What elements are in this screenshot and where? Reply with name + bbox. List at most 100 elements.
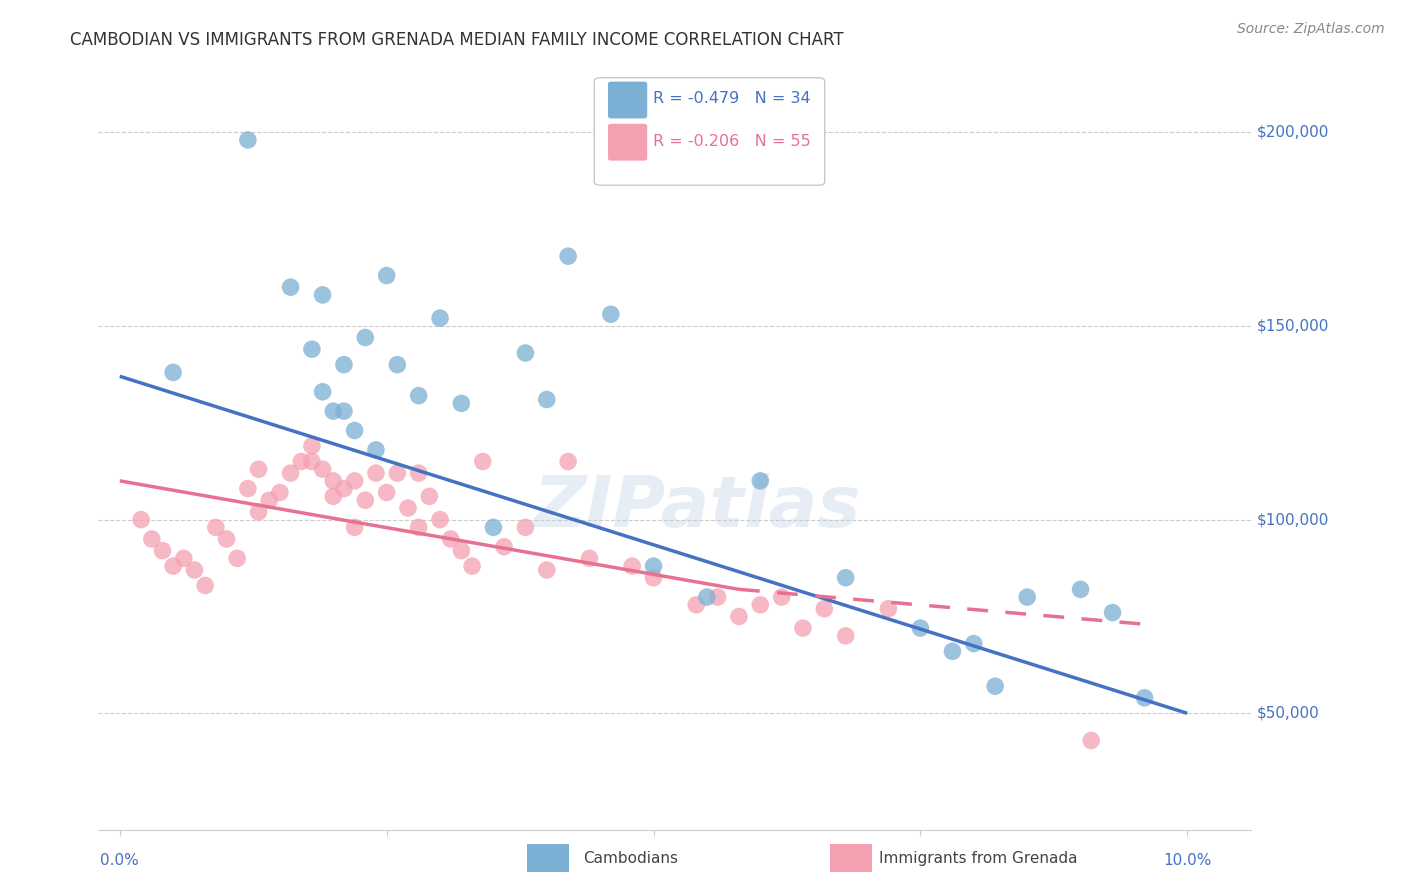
Point	[236, 482, 259, 496]
Text: $200,000: $200,000	[1257, 125, 1329, 140]
Point	[247, 462, 270, 476]
Point	[236, 133, 259, 147]
Point	[696, 590, 718, 604]
Point	[1133, 690, 1156, 705]
Point	[269, 485, 291, 500]
Point	[792, 621, 814, 635]
Point	[578, 551, 600, 566]
Text: R = -0.479   N = 34: R = -0.479 N = 34	[652, 91, 811, 106]
Point	[1017, 590, 1039, 604]
Point	[643, 571, 665, 585]
Point	[226, 551, 249, 566]
Text: $150,000: $150,000	[1257, 318, 1329, 334]
Point	[311, 288, 333, 302]
Point	[557, 249, 579, 263]
Point	[375, 268, 398, 283]
Point	[557, 454, 579, 468]
FancyBboxPatch shape	[607, 81, 647, 119]
Point	[375, 485, 398, 500]
Point	[749, 598, 772, 612]
Point	[749, 474, 772, 488]
Point	[1101, 606, 1123, 620]
Point	[364, 466, 387, 480]
Point	[494, 540, 516, 554]
Point	[728, 609, 751, 624]
Point	[333, 482, 356, 496]
Point	[834, 629, 856, 643]
Point	[173, 551, 195, 566]
Point	[515, 346, 537, 360]
Point	[910, 621, 932, 635]
Point	[354, 493, 377, 508]
Point	[354, 330, 377, 344]
Text: 0.0%: 0.0%	[100, 853, 139, 868]
Text: R = -0.206   N = 55: R = -0.206 N = 55	[652, 134, 811, 149]
Point	[408, 389, 430, 403]
Point	[877, 601, 900, 615]
Point	[280, 280, 302, 294]
Point	[429, 311, 451, 326]
Text: Cambodians: Cambodians	[583, 851, 679, 865]
Text: $50,000: $50,000	[1257, 706, 1319, 721]
Point	[343, 474, 366, 488]
Point	[333, 358, 356, 372]
Point	[152, 543, 174, 558]
Point	[215, 532, 238, 546]
Text: 10.0%: 10.0%	[1163, 853, 1212, 868]
Point	[461, 559, 484, 574]
Point	[429, 513, 451, 527]
Text: Source: ZipAtlas.com: Source: ZipAtlas.com	[1237, 22, 1385, 37]
Text: $100,000: $100,000	[1257, 512, 1329, 527]
Point	[1080, 733, 1102, 747]
Point	[450, 543, 472, 558]
Point	[1070, 582, 1092, 597]
Point	[280, 466, 302, 480]
Point	[129, 513, 152, 527]
Point	[290, 454, 312, 468]
Point	[941, 644, 963, 658]
Point	[301, 342, 323, 356]
Point	[311, 384, 333, 399]
Point	[322, 404, 344, 418]
Point	[333, 404, 356, 418]
Point	[643, 559, 665, 574]
Point	[536, 563, 558, 577]
FancyBboxPatch shape	[595, 78, 825, 186]
Point	[515, 520, 537, 534]
Text: ZIPatlas: ZIPatlas	[534, 473, 862, 541]
Point	[247, 505, 270, 519]
Point	[418, 489, 440, 503]
Point	[482, 520, 505, 534]
Point	[621, 559, 644, 574]
Point	[141, 532, 163, 546]
Point	[162, 559, 184, 574]
FancyBboxPatch shape	[607, 124, 647, 161]
Point	[322, 474, 344, 488]
Text: CAMBODIAN VS IMMIGRANTS FROM GRENADA MEDIAN FAMILY INCOME CORRELATION CHART: CAMBODIAN VS IMMIGRANTS FROM GRENADA MED…	[70, 31, 844, 49]
Point	[963, 637, 986, 651]
Point	[834, 571, 856, 585]
Point	[536, 392, 558, 407]
Point	[205, 520, 228, 534]
Point	[685, 598, 707, 612]
Point	[311, 462, 333, 476]
Point	[301, 454, 323, 468]
Point	[364, 442, 387, 457]
Point	[450, 396, 472, 410]
Point	[770, 590, 793, 604]
Point	[162, 365, 184, 379]
Point	[984, 679, 1007, 693]
Point	[396, 500, 419, 515]
Point	[387, 358, 409, 372]
Point	[322, 489, 344, 503]
Point	[301, 439, 323, 453]
Point	[257, 493, 280, 508]
Point	[343, 424, 366, 438]
Point	[471, 454, 494, 468]
Point	[408, 466, 430, 480]
Point	[194, 578, 217, 592]
Point	[706, 590, 728, 604]
Point	[813, 601, 835, 615]
Point	[408, 520, 430, 534]
Text: Immigrants from Grenada: Immigrants from Grenada	[879, 851, 1077, 865]
